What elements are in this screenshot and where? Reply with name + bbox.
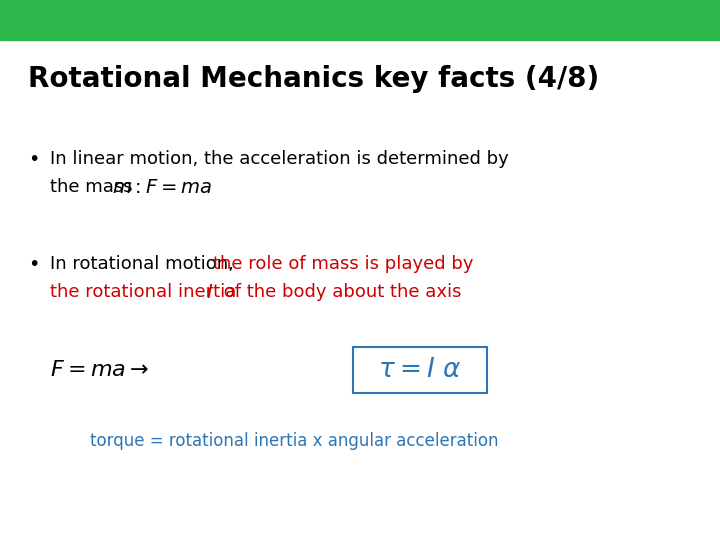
Text: $I$: $I$: [206, 283, 213, 302]
Text: the mass: the mass: [50, 178, 138, 196]
Text: torque = rotational inertia x angular acceleration: torque = rotational inertia x angular ac…: [90, 432, 498, 450]
Text: of the body about the axis: of the body about the axis: [218, 283, 462, 301]
FancyBboxPatch shape: [353, 347, 487, 393]
Text: $m : F = ma$: $m : F = ma$: [112, 178, 212, 197]
Text: the role of mass is played by: the role of mass is played by: [213, 255, 474, 273]
Text: Rotational Mechanics key facts (4/8): Rotational Mechanics key facts (4/8): [28, 65, 599, 93]
Text: In rotational motion,: In rotational motion,: [50, 255, 240, 273]
Text: $\tau = I\ \alpha$: $\tau = I\ \alpha$: [378, 357, 462, 383]
Text: the rotational inertia: the rotational inertia: [50, 283, 242, 301]
Text: •: •: [28, 255, 40, 274]
Text: $F = ma \rightarrow$: $F = ma \rightarrow$: [50, 360, 149, 380]
Text: •: •: [28, 150, 40, 169]
Text: In linear motion, the acceleration is determined by: In linear motion, the acceleration is de…: [50, 150, 509, 168]
Bar: [0, 0, 720, 40]
